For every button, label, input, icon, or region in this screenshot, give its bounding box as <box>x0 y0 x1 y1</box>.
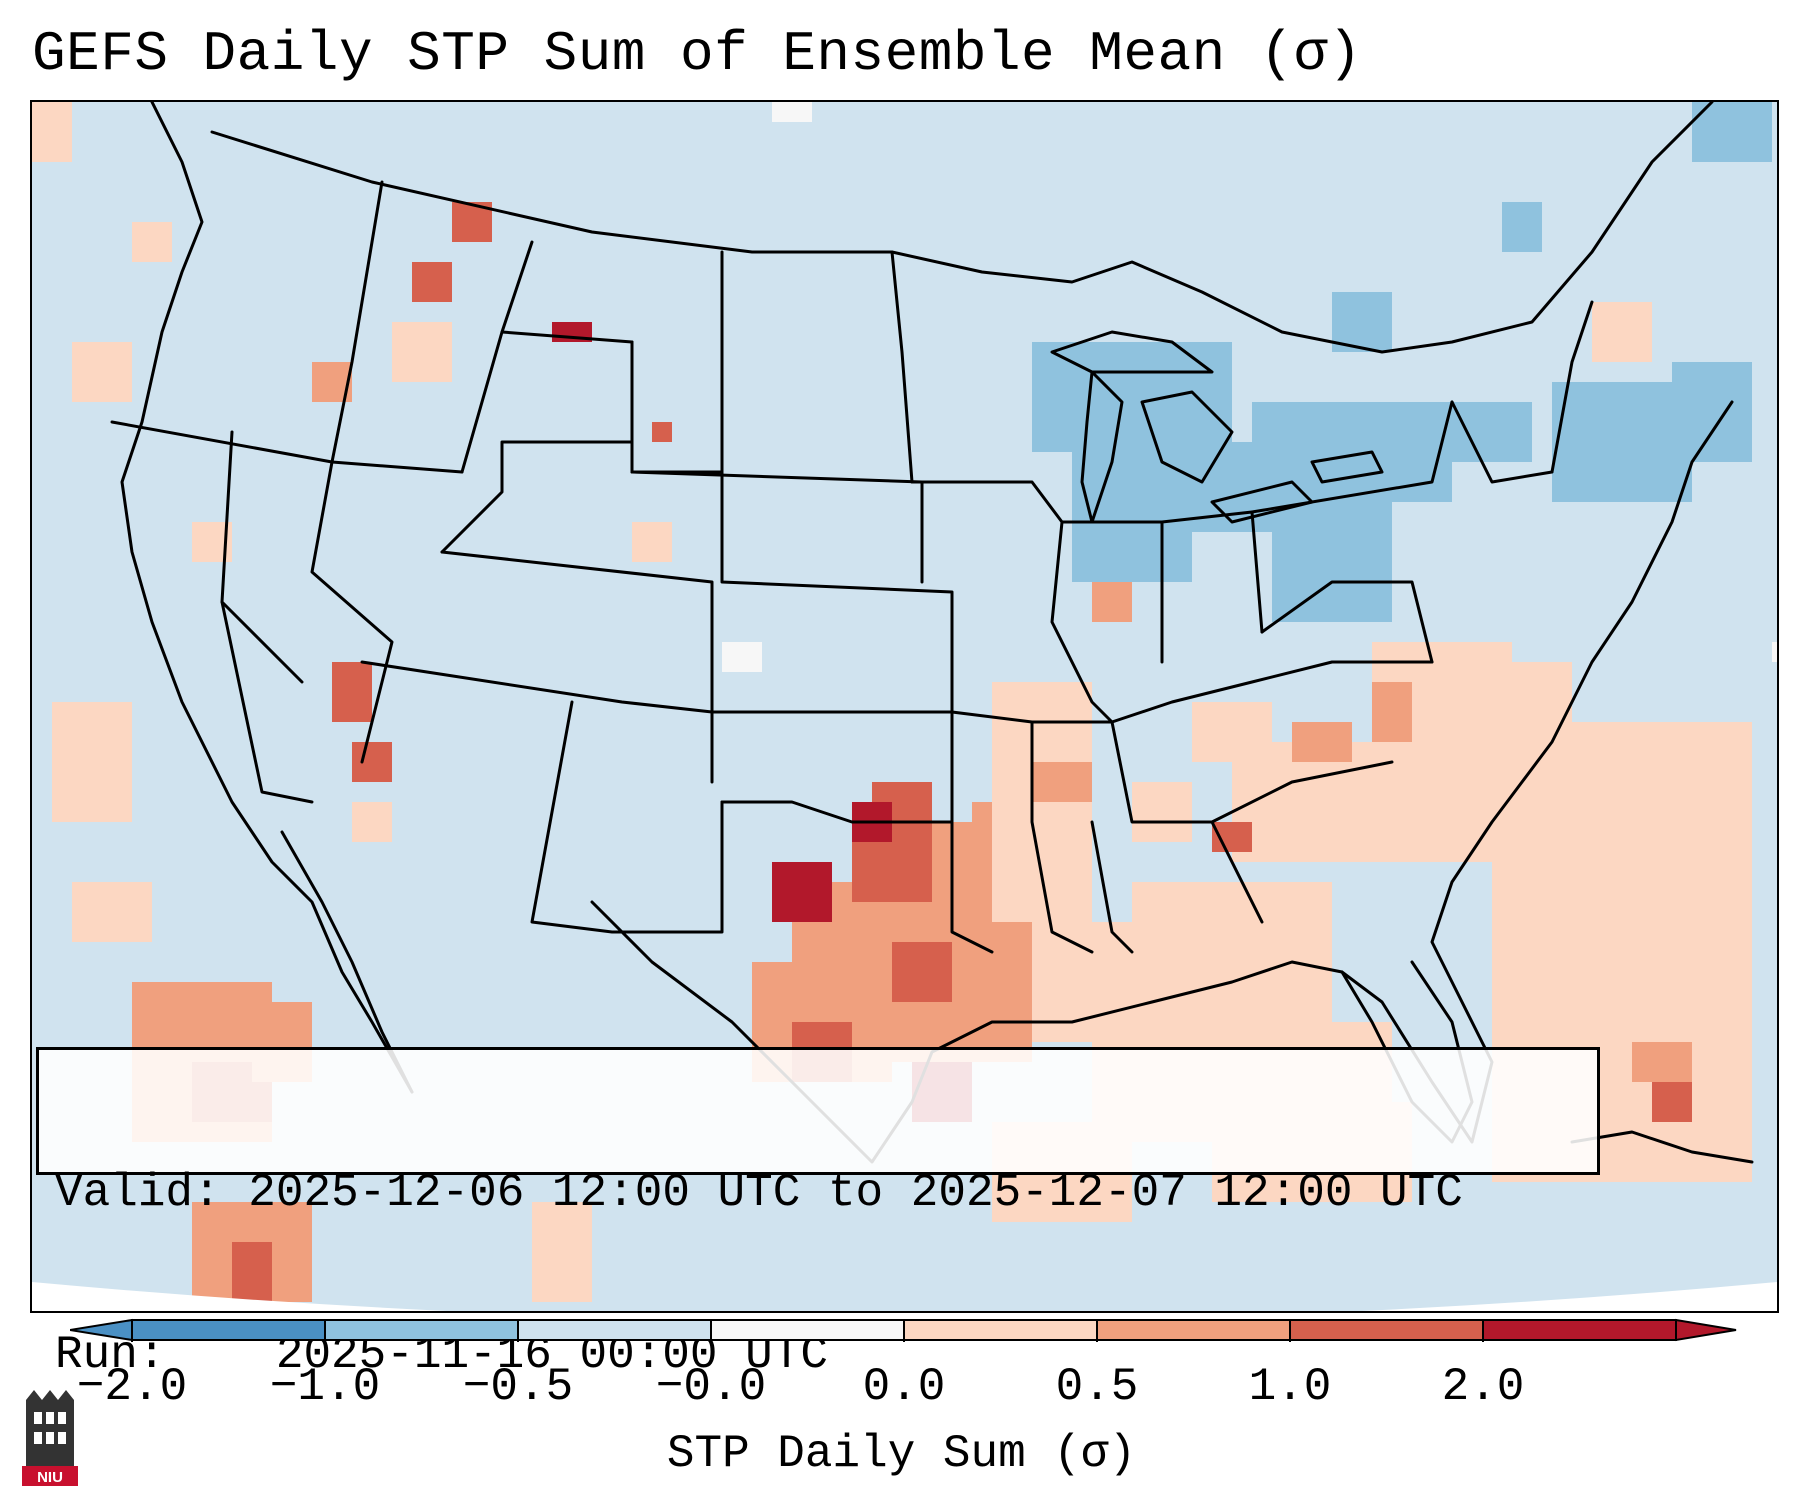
stp-anomaly-cell <box>1092 582 1132 622</box>
stp-anomaly-cell <box>652 422 672 442</box>
colorbar <box>70 1318 1737 1342</box>
stp-anomaly-cell <box>722 642 762 672</box>
stp-anomaly-cell <box>1552 382 1692 502</box>
colorbar-extend-high <box>1675 1318 1737 1342</box>
stp-anomaly-cell <box>892 942 952 1002</box>
colorbar-bin <box>1097 1320 1291 1340</box>
chart-title: GEFS Daily STP Sum of Ensemble Mean (σ) <box>32 22 1363 86</box>
stp-anomaly-cell <box>1192 702 1272 762</box>
logo-text: NIU <box>37 1469 63 1486</box>
stp-anomaly-cell <box>1632 1042 1692 1082</box>
lake-ontario <box>1310 450 1384 484</box>
stp-anomaly-cell <box>1672 362 1752 462</box>
stp-anomaly-cell <box>132 222 172 262</box>
caribbean-islands <box>1570 1130 1754 1164</box>
stp-anomaly-cell <box>1032 762 1092 802</box>
colorbar-tick-label: 0.5 <box>1055 1361 1139 1413</box>
stp-anomaly-cell <box>352 742 392 782</box>
valid-run-info: Valid: 2025-12-06 12:00 UTC to 2025-12-0… <box>36 1047 1600 1381</box>
stp-anomaly-cell <box>72 882 152 942</box>
coastline <box>120 102 414 1094</box>
stp-anomaly-cell <box>1652 1082 1692 1122</box>
stp-anomaly-cell <box>412 262 452 302</box>
colorbar-tick-label: −0.0 <box>655 1361 767 1413</box>
valid-value: 2025-12-06 12:00 UTC to 2025-12-07 12:00… <box>248 1167 1463 1219</box>
stp-anomaly-cell <box>772 102 812 122</box>
stp-anomaly-cell <box>1272 502 1392 622</box>
colorbar-bin <box>325 1320 519 1340</box>
stp-anomaly-cell <box>1132 882 1332 1042</box>
valid-label: Valid: <box>55 1167 221 1219</box>
stp-anomaly-cell <box>352 802 392 842</box>
stp-anomaly-cell <box>532 1202 592 1302</box>
us-canada-border <box>210 102 1714 354</box>
stp-anomaly-cell <box>1372 682 1412 742</box>
stp-anomaly-cell <box>232 1242 272 1302</box>
stp-anomaly-cell <box>1332 292 1392 352</box>
colorbar-bin <box>518 1320 712 1340</box>
colorbar-tick-label: −0.5 <box>462 1361 574 1413</box>
stp-anomaly-cell <box>1502 202 1542 252</box>
stp-anomaly-cell <box>1252 402 1452 502</box>
colorbar-tick-label: 1.0 <box>1248 1361 1332 1413</box>
colorbar-bin <box>904 1320 1098 1340</box>
state-borders <box>110 102 1754 1164</box>
colorbar-label: STP Daily Sum (σ) <box>666 1428 1137 1480</box>
stp-anomaly-cell <box>1692 102 1772 162</box>
lake-michigan <box>1080 370 1124 524</box>
stp-anomaly-cell <box>32 102 72 162</box>
lake-superior <box>1050 330 1214 374</box>
colorbar-tick-label: 2.0 <box>1441 1361 1525 1413</box>
stp-anomaly-cell <box>1292 722 1352 762</box>
colorbar-extend-low <box>70 1318 133 1342</box>
colorbar-tick-label: 0.0 <box>862 1361 946 1413</box>
stp-anomaly-cell <box>1772 642 1777 662</box>
colorbar-bin <box>1483 1320 1677 1340</box>
stp-anomaly-cell <box>1452 402 1532 462</box>
colorbar-bin <box>132 1320 326 1340</box>
colorbar-bin <box>1290 1320 1484 1340</box>
colorbar-tick-label: −2.0 <box>76 1361 188 1413</box>
stp-anomaly-cell <box>852 842 932 902</box>
niu-logo: NIU <box>22 1390 78 1486</box>
stp-anomaly-cell <box>1592 302 1652 362</box>
stp-anomaly-cell <box>72 342 132 402</box>
stp-anomaly-cell <box>772 862 832 922</box>
colorbar-bin <box>711 1320 905 1340</box>
lake-huron <box>1140 390 1234 484</box>
stp-anomaly-cell <box>1132 782 1192 842</box>
stp-anomaly-cell <box>52 702 132 822</box>
colorbar-tick-label: −1.0 <box>269 1361 381 1413</box>
map-edge <box>32 1282 1777 1311</box>
lake-erie <box>1210 480 1314 524</box>
stp-anomaly-cell <box>332 662 372 722</box>
stp-anomaly-cell <box>392 322 452 382</box>
stp-anomaly-cell <box>632 522 672 562</box>
